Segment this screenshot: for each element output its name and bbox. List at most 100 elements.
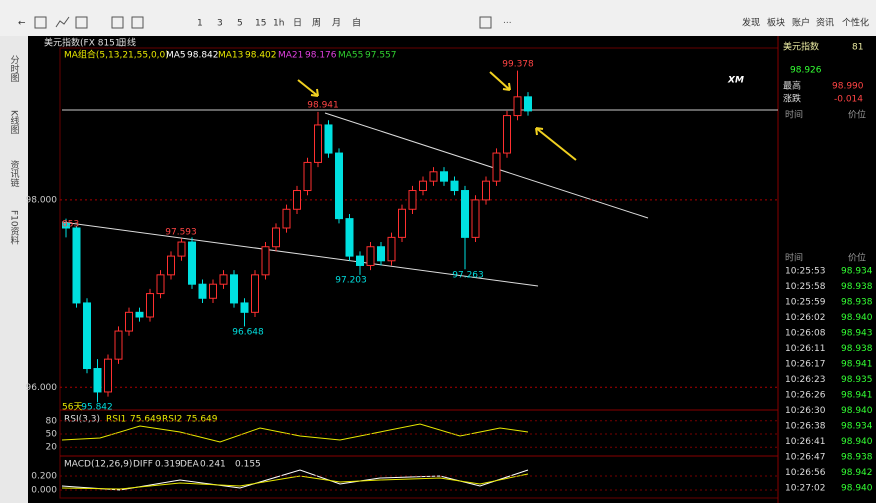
candle-body: [167, 255, 175, 276]
trade-time: 10:26:47: [785, 453, 825, 463]
candle-body: [125, 311, 133, 332]
trend-line: [61, 221, 539, 287]
chart-period: 日线: [118, 37, 136, 49]
candle-body: [503, 115, 511, 154]
side-tab[interactable]: K线图: [9, 110, 20, 135]
quote-price: 98.926: [790, 66, 822, 76]
menu-item[interactable]: 资讯: [816, 18, 834, 29]
macd-title: MACD(12,26,9): [64, 460, 132, 470]
candle-body: [104, 358, 112, 393]
trade-time: 10:25:58: [785, 282, 826, 292]
arrow: [297, 79, 319, 97]
candle-body: [471, 199, 480, 238]
candle-body: [450, 180, 459, 192]
days-label: 56天: [62, 403, 82, 413]
trade-price: 98.938: [841, 344, 873, 354]
ma-value: 97.557: [365, 51, 397, 61]
tool-icon[interactable]: [131, 16, 144, 29]
period-button[interactable]: 自: [352, 17, 361, 29]
candle-body: [261, 246, 270, 276]
candle-body: [461, 190, 469, 238]
trade-time: 10:25:53: [785, 267, 825, 277]
menu-item[interactable]: 板块: [767, 17, 785, 29]
price-label: 96.648: [232, 328, 264, 338]
price-label: 97.263: [452, 271, 484, 281]
y-tick-label: 20: [46, 443, 58, 453]
candle-body: [429, 171, 438, 182]
period-button[interactable]: 日: [293, 18, 302, 29]
ma-name: MA55: [338, 51, 363, 61]
candle-body: [356, 255, 364, 266]
more-icon[interactable]: ···: [503, 19, 512, 29]
macd-value: 0.155: [235, 460, 261, 470]
macd-name: DIFF: [133, 460, 153, 470]
candle-body: [135, 311, 144, 318]
candle-body: [492, 152, 501, 182]
trade-time: 10:26:02: [785, 313, 825, 323]
trade-price: 98.938: [841, 453, 873, 463]
candle-body: [188, 241, 196, 285]
side-bar: [0, 36, 28, 503]
period-button[interactable]: 1h: [273, 19, 284, 29]
ma-name: MA5: [166, 51, 186, 61]
candle-body: [251, 274, 259, 313]
tool-icon[interactable]: [479, 16, 492, 29]
tool-icon[interactable]: [55, 16, 70, 28]
tool-icon[interactable]: [111, 16, 124, 29]
trade-price: 98.938: [841, 282, 873, 292]
tool-icon[interactable]: [34, 16, 47, 29]
trade-price: 98.941: [841, 391, 873, 401]
trade-price: 98.940: [841, 313, 873, 323]
period-button[interactable]: 3: [217, 19, 223, 29]
rsi-line: [61, 423, 529, 443]
candle-body: [62, 222, 70, 229]
candle-body: [219, 274, 228, 285]
trade-time: 10:27:02: [785, 484, 825, 494]
quote-name: 美元指数: [783, 41, 819, 53]
arrow: [535, 127, 577, 161]
candle-body: [440, 171, 448, 182]
candle-body: [324, 124, 333, 154]
candle-body: [272, 227, 280, 248]
quote-code: 81: [852, 43, 863, 53]
candle-body: [177, 241, 186, 257]
price-label: 95.842: [81, 403, 113, 413]
y-tick-label: 0.200: [31, 472, 57, 482]
quote-value: -0.014: [834, 95, 863, 105]
ma-value: 98.842: [187, 51, 219, 61]
candle-body: [303, 161, 312, 192]
quote-label: 最高: [783, 80, 801, 92]
menu-item[interactable]: 发现: [742, 17, 760, 29]
trade-time: 10:26:26: [785, 391, 826, 401]
candle-body: [293, 190, 301, 210]
side-tab[interactable]: 分时图: [9, 55, 20, 83]
period-button[interactable]: 1: [197, 19, 203, 29]
period-button[interactable]: 5: [237, 19, 243, 29]
trade-time: 10:26:38: [785, 422, 826, 432]
candle-body: [408, 190, 417, 210]
candle-body: [209, 283, 217, 299]
rsi-value: 75.649: [186, 415, 218, 425]
candle-body: [419, 180, 427, 192]
candle-body: [282, 208, 291, 229]
side-tab[interactable]: 资讯链: [9, 160, 20, 188]
candle-body: [198, 283, 207, 299]
back-button[interactable]: ←: [18, 19, 26, 29]
candle-body: [240, 302, 249, 313]
tool-icon[interactable]: [75, 16, 88, 29]
trade-time: 10:26:11: [785, 344, 825, 354]
y-tick-label: 80: [46, 416, 58, 426]
period-button[interactable]: 月: [332, 18, 341, 29]
period-button[interactable]: 15: [255, 19, 266, 29]
menu-item[interactable]: 个性化: [842, 17, 869, 29]
price-label: 99.378: [502, 60, 534, 70]
column-header: 时间: [785, 252, 803, 264]
quote-value: 98.990: [832, 82, 864, 92]
period-button[interactable]: 周: [312, 18, 321, 29]
column-header: 时间: [785, 109, 803, 121]
side-tab[interactable]: F10资料: [9, 210, 20, 246]
menu-item[interactable]: 账户: [792, 17, 810, 29]
